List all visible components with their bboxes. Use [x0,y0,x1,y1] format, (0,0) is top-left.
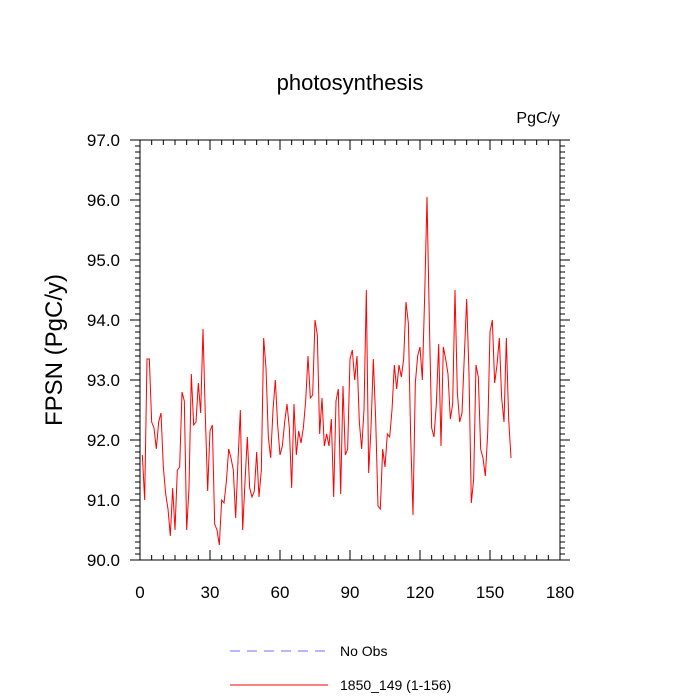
y-tick-label: 90.0 [87,551,120,570]
x-tick-label: 30 [201,583,220,602]
x-tick-label: 90 [341,583,360,602]
y-axis-label: FPSN (PgC/y) [41,274,68,426]
x-tick-label: 180 [546,583,574,602]
x-tick-label: 120 [406,583,434,602]
y-tick-label: 93.0 [87,371,120,390]
y-tick-label: 91.0 [87,491,120,510]
y-tick-label: 95.0 [87,251,120,270]
units-label: PgC/y [516,110,560,127]
legend-label-run: 1850_149 (1-156) [340,677,451,693]
axis-ticks [130,139,570,561]
y-tick-label: 94.0 [87,311,120,330]
x-tick-label: 60 [271,583,290,602]
series-lines [141,196,512,546]
y-tick-label: 92.0 [87,431,120,450]
legend: No Obs 1850_149 (1-156) [230,643,451,693]
x-tick-label: 0 [135,583,144,602]
x-tick-label: 150 [476,583,504,602]
y-tick-label: 96.0 [87,191,120,210]
axis-tick-labels: 0 30 60 90 120 150 180 90.0 91.0 92.0 93.0 94.0 95.0… [87,131,574,602]
chart-title: photosynthesis [277,70,424,95]
series-line-1 [141,196,512,546]
plot-frame [139,139,561,561]
y-tick-label: 97.0 [87,131,120,150]
legend-label-no-obs: No Obs [340,643,387,659]
